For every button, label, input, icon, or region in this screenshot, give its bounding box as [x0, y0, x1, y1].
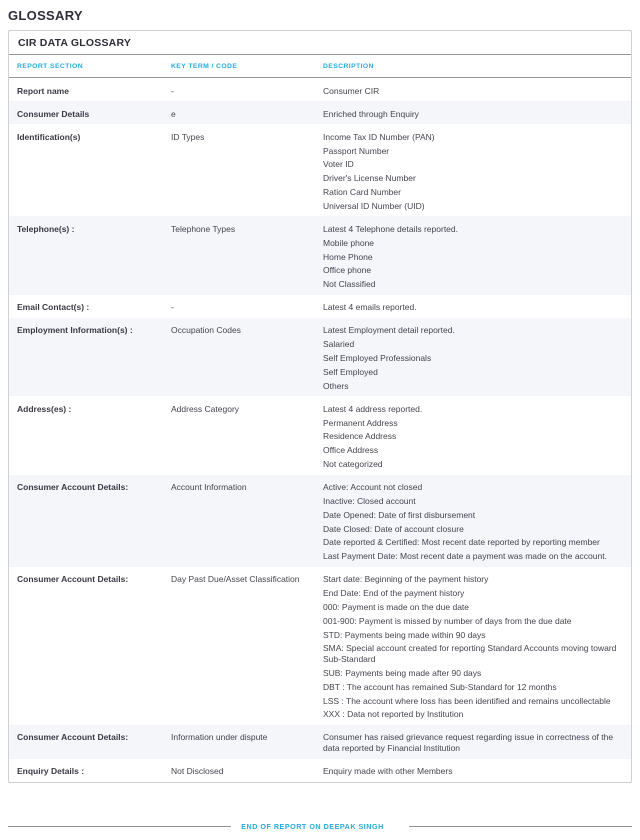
description-cell: Latest 4 address reported. Permanent Addr… [323, 404, 621, 470]
table-row: Consumer Account Details: Day Past Due/As… [9, 567, 631, 725]
description-line: Enriched through Enquiry [323, 108, 419, 119]
description-line: Mobile phone [323, 237, 375, 248]
description-line: Permanent Address [323, 417, 398, 428]
description-cell: Active: Account not closed Inactive: Clos… [323, 482, 621, 562]
key-term-cell: Account Information [171, 482, 247, 493]
description-line: Salaried [323, 339, 355, 350]
description-line: Latest 4 Telephone details reported. [323, 223, 458, 234]
description-line: STD: Payments being made within 90 days [323, 629, 486, 640]
description-cell: Consumer has raised grievance request re… [323, 732, 621, 753]
description-line: Office phone [323, 265, 372, 276]
page-title: GLOSSARY [8, 8, 83, 23]
key-term-cell: Information under dispute [171, 732, 268, 743]
table-row: Employment Information(s) : Occupation Co… [9, 317, 631, 397]
description-line: DBT : The account has remained Sub-Stand… [323, 681, 557, 692]
table-row: Enquiry Details : Not Disclosed Enquiry ma… [9, 759, 631, 782]
description-cell: Latest 4 Telephone details reported. Mobi… [323, 224, 621, 290]
description-line: Start date: Beginning of the payment his… [323, 574, 489, 585]
table-row: Address(es) : Address Category Latest 4 ad… [9, 396, 631, 474]
description-cell: Income Tax ID Number (PAN) Passport Numbe… [323, 132, 621, 212]
cir-data-glossary-table: CIR DATA GLOSSARY REPORT SECTION KEY TER… [8, 30, 632, 783]
key-term-cell: - [171, 85, 174, 96]
key-term-cell: Occupation Codes [171, 325, 241, 336]
column-header-key-term-code: KEY TERM / CODE [171, 63, 238, 70]
description-cell: Start date: Beginning of the payment his… [323, 574, 621, 720]
report-section-cell: Identification(s) [17, 131, 81, 142]
description-line: Self Employed Professionals [323, 353, 432, 364]
table-row: Identification(s) ID Types Income Tax ID N… [9, 124, 631, 216]
key-term-cell: Day Past Due/Asset Classification [171, 574, 300, 585]
description-line: Residence Address [323, 431, 397, 442]
description-cell: Enriched through Enquiry [323, 109, 621, 120]
description-line: Latest 4 address reported. [323, 403, 423, 414]
description-line: End Date: End of the payment history [323, 588, 465, 599]
report-section-cell: Address(es) : [17, 403, 72, 414]
description-cell: Latest Employment detail reported. Salari… [323, 325, 621, 391]
table-row: Report name - Consumer CIR [9, 78, 631, 101]
key-term-cell: - [171, 302, 174, 313]
description-line: Last Payment Date: Most recent date a pa… [323, 551, 607, 562]
description-line: 001-900: Payment is missed by number of … [323, 615, 572, 626]
report-section-cell: Consumer Account Details: [17, 732, 129, 743]
report-section-cell: Telephone(s) : [17, 223, 75, 234]
table-row: Consumer Account Details: Information und… [9, 724, 631, 759]
report-section-cell: Consumer Details [17, 108, 90, 119]
footer-rule-left [8, 826, 232, 827]
report-section-cell: Consumer Account Details: [17, 574, 129, 585]
description-line: XXX : Data not reported by Institution [323, 709, 464, 720]
key-term-cell: Not Disclosed [171, 766, 224, 777]
key-term-cell: Telephone Types [171, 223, 236, 234]
description-cell: Enquiry made with other Members [323, 766, 621, 777]
description-line: Consumer has raised grievance request re… [323, 732, 614, 754]
report-section-cell: Report name [17, 85, 69, 96]
description-line: Office Address [323, 445, 379, 456]
description-line: Inactive: Closed account [323, 496, 416, 506]
column-header-description: DESCRIPTION [323, 63, 374, 70]
description-line: Enquiry made with other Members [323, 766, 453, 777]
description-line: LSS : The account where loss has been id… [323, 695, 611, 706]
description-line: SUB: Payments being made after 90 days [323, 667, 482, 678]
end-of-report-text: END OF REPORT ON DEEPAK SINGH [241, 822, 384, 831]
report-section-cell: Consumer Account Details: [17, 482, 129, 493]
description-line: Voter ID [323, 159, 354, 170]
table-row: Consumer Details e Enriched through Enquir… [9, 101, 631, 125]
description-line: Universal ID Number (UID) [323, 200, 425, 211]
description-line: 000: Payment is made on the due date [323, 602, 470, 612]
description-line: Income Tax ID Number (PAN) [323, 131, 435, 142]
description-line: Self Employed [323, 366, 378, 377]
description-line: Home Phone [323, 251, 373, 262]
key-term-cell: ID Types [171, 131, 205, 142]
table-title: CIR DATA GLOSSARY [9, 31, 631, 55]
description-line: Ration Card Number [323, 187, 401, 197]
description-line: Date reported & Certified: Most recent d… [323, 537, 600, 548]
description-line: Others [323, 380, 349, 391]
description-line: Latest Employment detail reported. [323, 325, 455, 336]
description-cell: Consumer CIR [323, 86, 621, 97]
description-line: Driver's License Number [323, 173, 416, 184]
table-row: Consumer Account Details: Account Informa… [9, 474, 631, 567]
end-of-report-footer: END OF REPORT ON DEEPAK SINGH [8, 822, 632, 831]
description-line: Date Opened: Date of first disbursement [323, 509, 476, 520]
table-body: Report name - Consumer CIR Consumer Details… [9, 78, 631, 782]
description-cell: Latest 4 emails reported. [323, 302, 621, 313]
description-line: Passport Number [323, 145, 390, 156]
footer-rule-right [408, 826, 632, 827]
description-line: Consumer CIR [323, 85, 380, 96]
table-row: Email Contact(s) : - Latest 4 emails repor… [9, 295, 631, 318]
description-line: SMA: Special account created for reporti… [323, 643, 617, 665]
description-line: Not categorized [323, 459, 383, 470]
description-line: Latest 4 emails reported. [323, 302, 417, 313]
table-column-header-row: REPORT SECTION KEY TERM / CODE DESCRIPTI… [9, 55, 631, 78]
key-term-cell: e [171, 108, 176, 119]
description-line: Not Classified [323, 279, 376, 290]
report-section-cell: Enquiry Details : [17, 766, 85, 777]
table-row: Telephone(s) : Telephone Types Latest 4 Te… [9, 216, 631, 295]
report-section-cell: Employment Information(s) : [17, 325, 133, 336]
description-line: Date Closed: Date of account closure [323, 523, 464, 534]
description-line: Active: Account not closed [323, 482, 423, 493]
column-header-report-section: REPORT SECTION [17, 63, 84, 70]
report-section-cell: Email Contact(s) : [17, 302, 90, 313]
key-term-cell: Address Category [171, 403, 240, 414]
